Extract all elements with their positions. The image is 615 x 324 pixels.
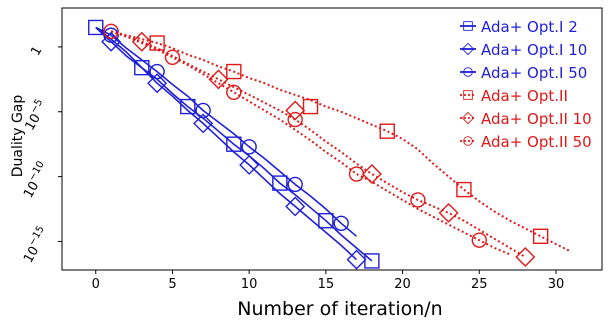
data-point-marker [410, 192, 426, 208]
legend-label: Ada+ Opt.I 10 [481, 41, 587, 59]
x-tick-label: 20 [394, 277, 411, 292]
data-point-marker [226, 63, 242, 80]
x-tick-label: 0 [92, 277, 100, 292]
legend-marker [461, 42, 475, 56]
series-markers [88, 19, 549, 270]
data-point-marker [226, 136, 242, 152]
legend-label: Ada+ Opt.II [481, 87, 568, 105]
data-point-marker [348, 166, 365, 182]
legend: Ada+ Opt.I 2 Ada+ Opt.I 10 Ada+ Opt.I 50 Ad… [460, 18, 592, 151]
legend-marker [461, 111, 475, 125]
data-point-marker [272, 175, 288, 191]
data-point-marker [302, 98, 319, 115]
data-point-marker [193, 113, 214, 134]
data-point-marker [346, 249, 367, 270]
legend-label: Ada+ Opt.I 50 [481, 64, 587, 82]
x-tick-label: 10 [241, 277, 258, 292]
data-point-marker [195, 102, 211, 119]
series-lines [95, 26, 572, 262]
data-point-marker [226, 84, 242, 101]
plot-frame [61, 7, 603, 271]
legend-marker [463, 136, 473, 146]
data-point-marker [88, 19, 104, 36]
series-line [95, 26, 358, 237]
legend-marker [463, 67, 473, 77]
legend-label: Ada+ Opt.II 50 [481, 133, 592, 151]
legend-label: Ada+ Opt.II 10 [481, 110, 592, 128]
data-point-marker [241, 139, 257, 155]
data-point-marker [287, 111, 303, 128]
data-point-marker [164, 49, 181, 65]
legend-marker [463, 21, 473, 31]
x-axis-title: Number of iteration/n [237, 298, 442, 320]
data-point-marker [134, 59, 150, 76]
data-point-marker [180, 98, 196, 115]
data-point-marker [147, 73, 168, 94]
x-tick-label: 25 [471, 277, 488, 292]
legend-label: Ada+ Opt.I 2 [481, 18, 578, 36]
data-point-marker [131, 31, 152, 52]
data-point-marker [471, 232, 487, 248]
data-point-marker [515, 247, 536, 268]
data-point-marker [287, 176, 303, 193]
x-ticks: 0 5 10 15 20 25 30 [92, 270, 565, 292]
data-point-marker [103, 27, 119, 43]
x-tick-label: 15 [318, 277, 335, 292]
data-point-marker [438, 202, 459, 223]
legend-marker [463, 90, 473, 100]
series-line [110, 30, 572, 253]
data-point-marker [103, 23, 119, 40]
series-line [95, 26, 373, 262]
data-point-marker [456, 181, 472, 198]
data-point-marker [333, 215, 349, 232]
data-point-marker [149, 63, 165, 80]
data-point-marker [285, 100, 306, 121]
series-line [110, 30, 526, 258]
y-tick-label: 10−15 [18, 224, 52, 266]
data-point-marker [532, 228, 549, 244]
data-point-marker [208, 69, 229, 90]
x-tick-label: 30 [548, 277, 565, 292]
y-tick-label: 1 [28, 44, 45, 59]
y-axis-title: Duality Gap [10, 95, 26, 178]
data-point-marker [379, 123, 395, 139]
x-tick-label: 5 [168, 277, 176, 292]
data-point-marker [285, 196, 306, 217]
data-point-marker [318, 213, 334, 229]
data-point-marker [361, 164, 382, 185]
data-point-marker [239, 154, 260, 175]
